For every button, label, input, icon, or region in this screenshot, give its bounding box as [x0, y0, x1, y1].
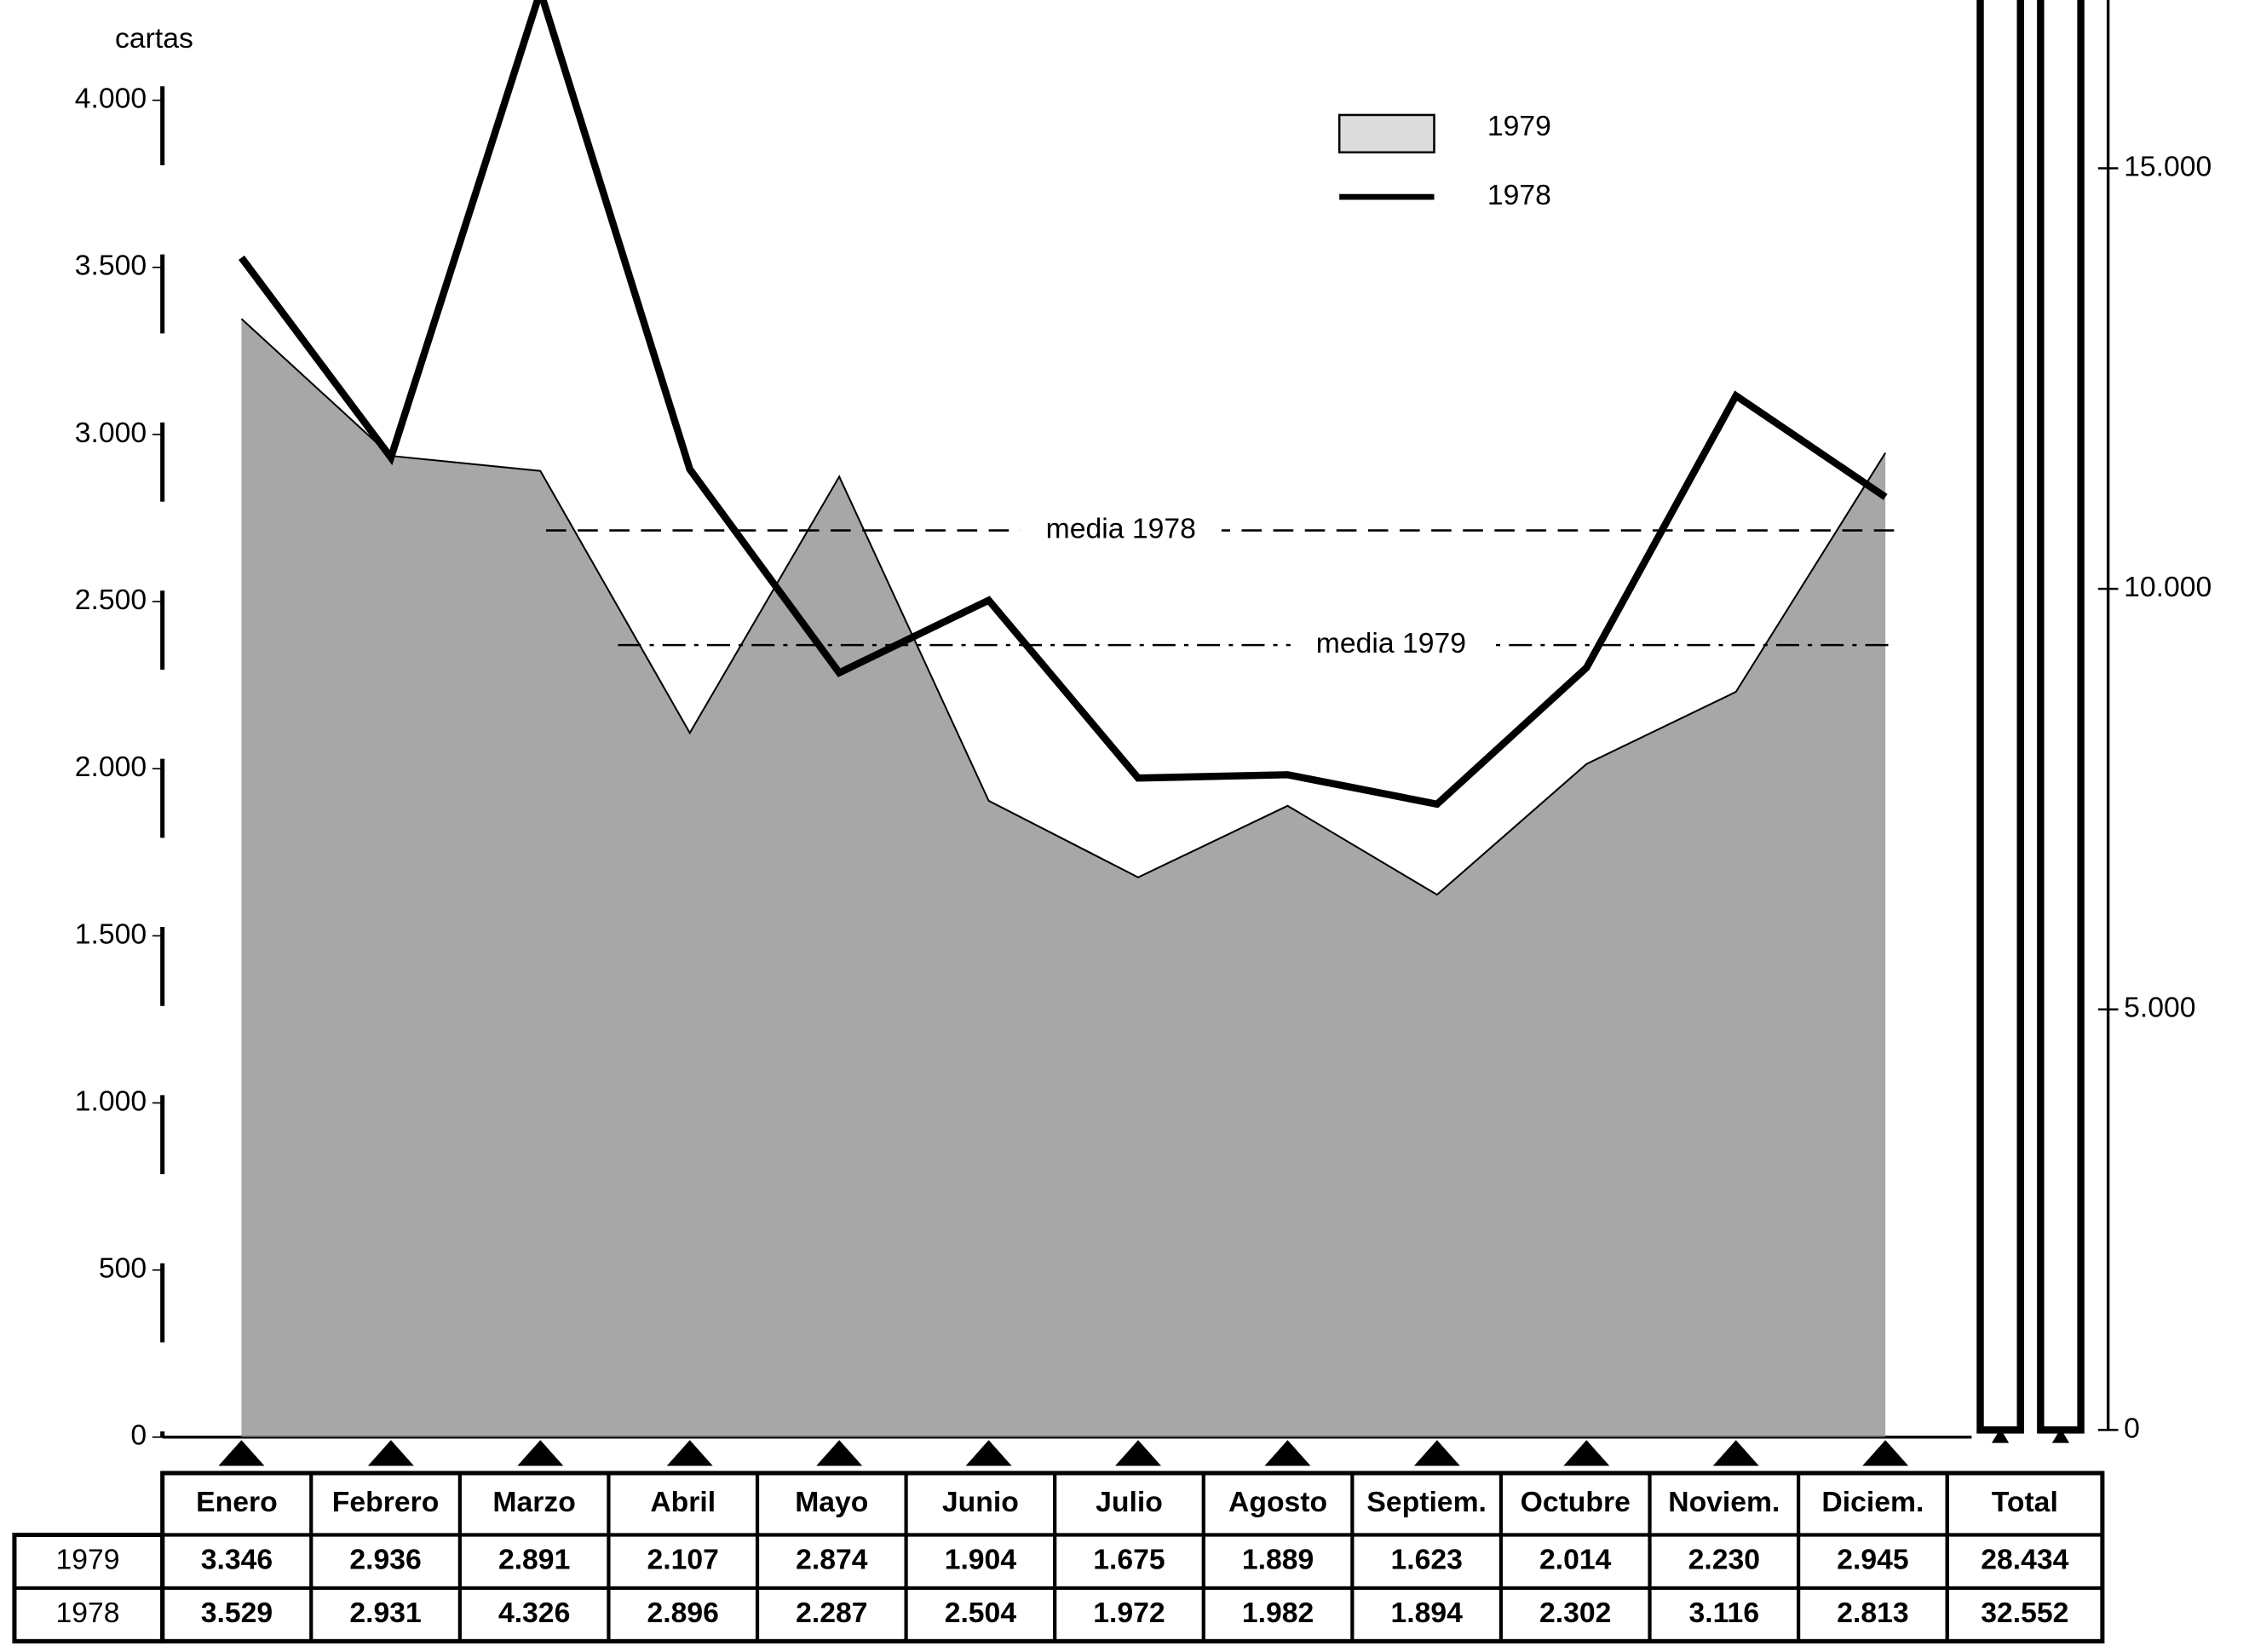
y-tick-label: 1.500 — [75, 918, 147, 950]
table-value: 1.972 — [1093, 1597, 1165, 1629]
marker-triangle — [1115, 1440, 1162, 1466]
table-value: 2.891 — [498, 1544, 570, 1576]
table-header: Junio — [942, 1486, 1019, 1518]
y2-tick-label: 5.000 — [2124, 992, 2195, 1024]
table-header: Noviem. — [1668, 1486, 1780, 1518]
table-value: 2.813 — [1837, 1597, 1908, 1629]
marker-triangle — [1862, 1440, 1909, 1466]
marker-triangle — [965, 1440, 1012, 1466]
area — [241, 319, 1886, 1437]
marker-triangle — [517, 1440, 564, 1466]
y-tick-label: 2.000 — [75, 751, 147, 783]
table-value: 2.230 — [1688, 1544, 1760, 1576]
mean-label-bg — [1290, 626, 1492, 665]
table-header: Septiem. — [1366, 1486, 1487, 1518]
mean-label: media 1978 — [1046, 512, 1196, 544]
table-value: 3.116 — [1689, 1597, 1760, 1629]
table-header: Abril — [650, 1486, 716, 1518]
row-label: 1979 — [55, 1544, 119, 1576]
marker-triangle — [1264, 1440, 1311, 1466]
y-tick-label: 3.500 — [75, 250, 147, 282]
mean-label: media 1979 — [1316, 627, 1466, 659]
area-edge — [240, 318, 1887, 896]
total-bar-rect — [1976, 0, 2024, 1434]
y-tick-label: 3.000 — [75, 417, 147, 449]
table-value: 1.623 — [1390, 1544, 1462, 1576]
row-label: 1978 — [55, 1597, 119, 1629]
table-header: Octubre — [1521, 1486, 1631, 1518]
legend-swatch — [1337, 113, 1435, 154]
marker-triangle — [218, 1440, 265, 1466]
marker-triangle — [666, 1440, 713, 1466]
table-value: 2.287 — [796, 1597, 867, 1629]
table-value: 2.931 — [349, 1597, 421, 1629]
table-value: 2.504 — [945, 1597, 1017, 1629]
total-bar — [2037, 0, 2085, 1434]
table-value: 2.107 — [647, 1544, 719, 1576]
y2-tick-label: 10.000 — [2124, 571, 2212, 603]
marker-triangle — [1413, 1440, 1460, 1466]
table-value: 3.529 — [201, 1597, 273, 1629]
y-tick-label: 4.000 — [75, 83, 147, 115]
table-header: Julio — [1096, 1486, 1163, 1518]
marker-triangle — [1712, 1440, 1759, 1466]
total-triangle — [1991, 1428, 2010, 1443]
table-value: 4.326 — [498, 1597, 570, 1629]
table-header: Total — [1992, 1486, 2058, 1518]
y-axis-label: cartas — [115, 22, 193, 55]
legend-label: 1979 — [1487, 110, 1551, 142]
table-header: Marzo — [492, 1486, 575, 1518]
table-value: 2.936 — [349, 1544, 421, 1576]
table-value: 2.302 — [1539, 1597, 1611, 1629]
y2-tick-label: 15.000 — [2124, 150, 2212, 182]
total-triangle — [2051, 1428, 2070, 1443]
table-value: 2.874 — [796, 1544, 868, 1576]
table-value: 2.896 — [647, 1597, 719, 1629]
table-header: Agosto — [1228, 1486, 1327, 1518]
total-bar-rect — [2037, 0, 2085, 1434]
table-value: 1.894 — [1390, 1597, 1463, 1629]
legend-label: 1978 — [1487, 179, 1551, 211]
y-tick-label: 1.000 — [75, 1085, 147, 1117]
table-value: 1.904 — [945, 1544, 1017, 1576]
table-total: 28.434 — [1981, 1544, 2068, 1576]
mean-label-bg — [1020, 511, 1222, 550]
y2-tick-label: 0 — [2124, 1412, 2140, 1444]
table-value: 1.675 — [1093, 1544, 1165, 1576]
y-tick-label: 2.500 — [75, 584, 147, 616]
table-value: 2.945 — [1837, 1544, 1908, 1576]
table-value: 3.346 — [201, 1544, 273, 1576]
line — [239, 0, 1888, 809]
table-header: Mayo — [795, 1486, 868, 1518]
total-bar — [1976, 0, 2024, 1434]
table-header: Diciem. — [1821, 1486, 1924, 1518]
marker-triangle — [1563, 1440, 1610, 1466]
table-value: 1.982 — [1242, 1597, 1314, 1629]
y-tick-label: 0 — [130, 1419, 147, 1452]
y-tick-label: 500 — [99, 1252, 147, 1285]
table-total: 32.552 — [1981, 1597, 2068, 1629]
table-header: Febrero — [332, 1486, 440, 1518]
marker-triangle — [367, 1440, 414, 1466]
marker-triangle — [816, 1440, 863, 1466]
table-value: 1.889 — [1242, 1544, 1314, 1576]
table-header: Enero — [196, 1486, 278, 1518]
table-value: 2.014 — [1539, 1544, 1612, 1576]
